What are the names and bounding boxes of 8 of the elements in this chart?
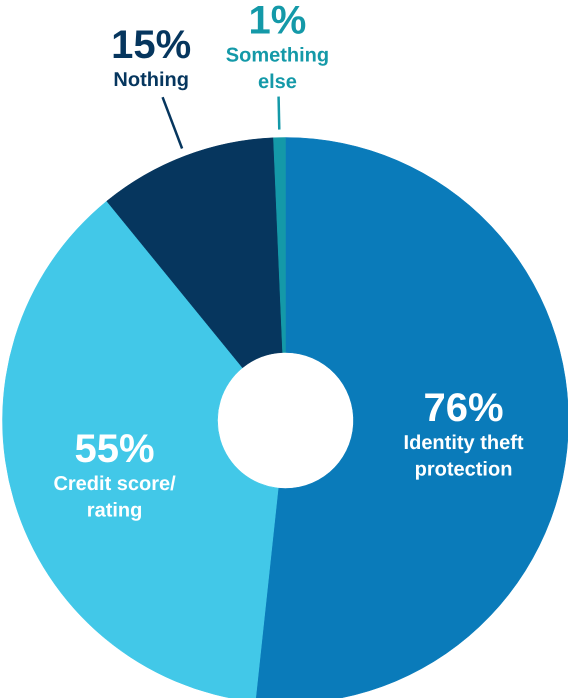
slice-label: Identity theft protection	[404, 432, 524, 480]
data-label: 55%	[74, 427, 155, 472]
slice-label: Credit score/ rating	[53, 473, 176, 522]
data-label: 76%	[424, 386, 504, 430]
data-label: 1%	[248, 0, 306, 43]
data-label: 15%	[111, 23, 192, 68]
slice-label: Something else	[226, 44, 330, 93]
slice-label: Nothing	[113, 69, 189, 92]
